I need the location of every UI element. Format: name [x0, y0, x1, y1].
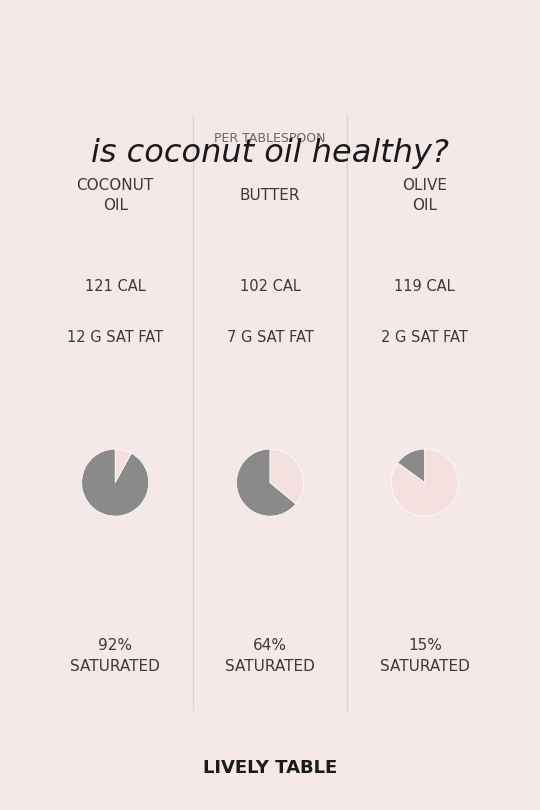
Wedge shape: [82, 449, 148, 516]
Wedge shape: [115, 449, 131, 483]
Text: COCONUT
OIL: COCONUT OIL: [77, 177, 154, 212]
Text: is coconut oil healthy?: is coconut oil healthy?: [91, 138, 449, 169]
Text: 15%
SATURATED: 15% SATURATED: [380, 638, 470, 675]
Wedge shape: [237, 449, 296, 516]
Text: BUTTER: BUTTER: [240, 188, 300, 202]
Text: 2 G SAT FAT: 2 G SAT FAT: [381, 330, 468, 345]
Text: 102 CAL: 102 CAL: [240, 279, 300, 294]
Text: 64%
SATURATED: 64% SATURATED: [225, 638, 315, 675]
Wedge shape: [398, 449, 425, 483]
Wedge shape: [270, 449, 303, 504]
Wedge shape: [392, 449, 458, 516]
Text: 92%
SATURATED: 92% SATURATED: [70, 638, 160, 675]
Text: 12 G SAT FAT: 12 G SAT FAT: [67, 330, 163, 345]
Text: OLIVE
OIL: OLIVE OIL: [402, 177, 447, 212]
Text: PER TABLESPOON: PER TABLESPOON: [214, 132, 326, 145]
Text: 7 G SAT FAT: 7 G SAT FAT: [227, 330, 313, 345]
Text: 119 CAL: 119 CAL: [395, 279, 455, 294]
Text: LIVELY TABLE: LIVELY TABLE: [203, 759, 337, 777]
Text: 121 CAL: 121 CAL: [85, 279, 146, 294]
